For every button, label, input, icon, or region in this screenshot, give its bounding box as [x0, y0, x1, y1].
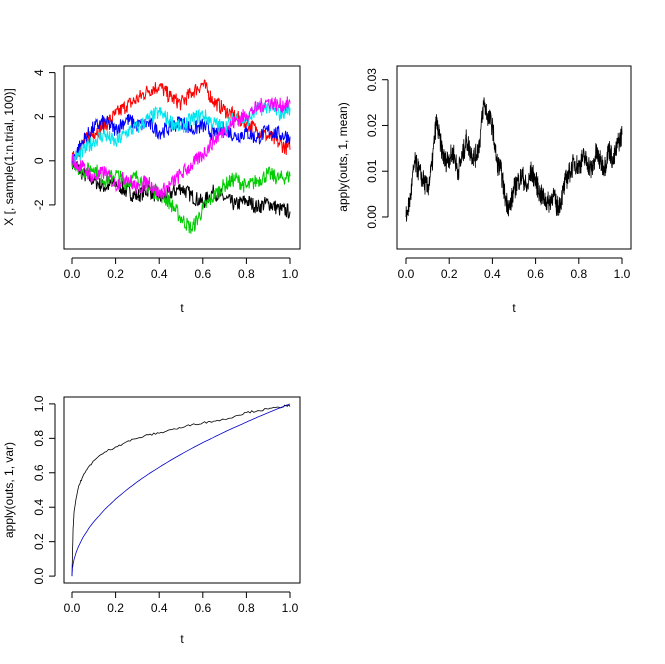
series-line: [71, 404, 291, 577]
series-group-3: [71, 403, 291, 577]
series-group-2: [405, 97, 623, 222]
x-axis-label-1: t: [180, 301, 184, 315]
plot-frame-2: [396, 65, 632, 250]
y-axis-3: 0.0 0.2 0.4 0.6 0.8 1.0: [32, 395, 56, 584]
x-tick-label: 1.0: [282, 601, 299, 615]
series-line: [71, 155, 291, 219]
y-tick-label: -2: [32, 199, 46, 210]
y-tick-label: 4: [32, 69, 46, 76]
x-tick-label: 0.4: [151, 601, 168, 615]
panel-1: 0.0 0.2 0.4 0.6 0.8 1.0 -2 0 2 4 t X [, sample(1…: [2, 65, 301, 315]
x-tick-label: 1.0: [282, 267, 299, 281]
y-tick-label: 0.03: [365, 68, 379, 92]
x-tick-label: 0.0: [64, 601, 81, 615]
x-tick-label: 0.8: [570, 267, 587, 281]
y-tick-label: 1.0: [32, 395, 46, 412]
panel-2: 0.0 0.2 0.4 0.6 0.8 1.0 0.00 0.01 0.02 0.03 t ap…: [336, 65, 632, 315]
x-tick-label: 0.2: [107, 267, 124, 281]
x-tick-label: 0.2: [441, 267, 458, 281]
series-line: [71, 79, 291, 163]
x-tick-label: 0.0: [398, 267, 415, 281]
x-axis-label-2: t: [512, 301, 516, 315]
y-tick-label: 0.6: [32, 464, 46, 481]
x-tick-label: 0.6: [527, 267, 544, 281]
series-line: [71, 99, 291, 164]
series-line: [71, 113, 291, 164]
x-tick-label: 0.4: [151, 267, 168, 281]
x-tick-label: 0.4: [484, 267, 501, 281]
series-line: [71, 96, 291, 200]
y-tick-label: 2: [32, 113, 46, 120]
x-tick-label: 0.6: [194, 267, 211, 281]
y-tick-label: 0.2: [32, 533, 46, 550]
x-tick-label: 0.2: [107, 601, 124, 615]
series-group-1: [71, 79, 291, 234]
x-axis-1: 0.0 0.2 0.4 0.6 0.8 1.0: [64, 257, 299, 281]
y-tick-label: 0.8: [32, 430, 46, 447]
y-axis-1: -2 0 2 4: [32, 69, 56, 210]
series-line: [405, 97, 623, 222]
y-axis-label-3: apply(outs, 1, var): [2, 442, 16, 538]
y-tick-label: 0.4: [32, 499, 46, 516]
x-axis-3: 0.0 0.2 0.4 0.6 0.8 1.0: [64, 591, 299, 615]
x-axis-label-3: t: [180, 632, 184, 646]
plot-frame-1: [63, 65, 301, 250]
y-tick-label: 0.0: [32, 567, 46, 584]
x-tick-label: 0.6: [194, 601, 211, 615]
panel-3: 0.0 0.2 0.4 0.6 0.8 1.0 0.00.20.40.60.81.0 t …: [2, 395, 301, 646]
x-tick-label: 1.0: [614, 267, 631, 281]
x-axis-2: 0.0 0.2 0.4 0.6 0.8 1.0: [398, 257, 631, 281]
y-axis-label-2: apply(outs, 1, mean): [336, 102, 350, 211]
y-tick-label: 0: [32, 157, 46, 164]
series-line: [71, 403, 291, 577]
x-tick-label: 0.8: [238, 267, 255, 281]
x-tick-label: 0.8: [238, 601, 255, 615]
series-line: [71, 157, 291, 234]
y-axis-2: 0.00 0.01 0.02 0.03: [365, 68, 389, 229]
y-tick-label: 0.02: [365, 113, 379, 137]
plot-frame-3: [63, 396, 301, 584]
y-tick-label: 0.01: [365, 159, 379, 183]
x-tick-label: 0.0: [64, 267, 81, 281]
y-tick-label: 0.00: [365, 205, 379, 229]
y-axis-label-1: X [, sample(1:n.trial, 100)]: [2, 88, 16, 225]
